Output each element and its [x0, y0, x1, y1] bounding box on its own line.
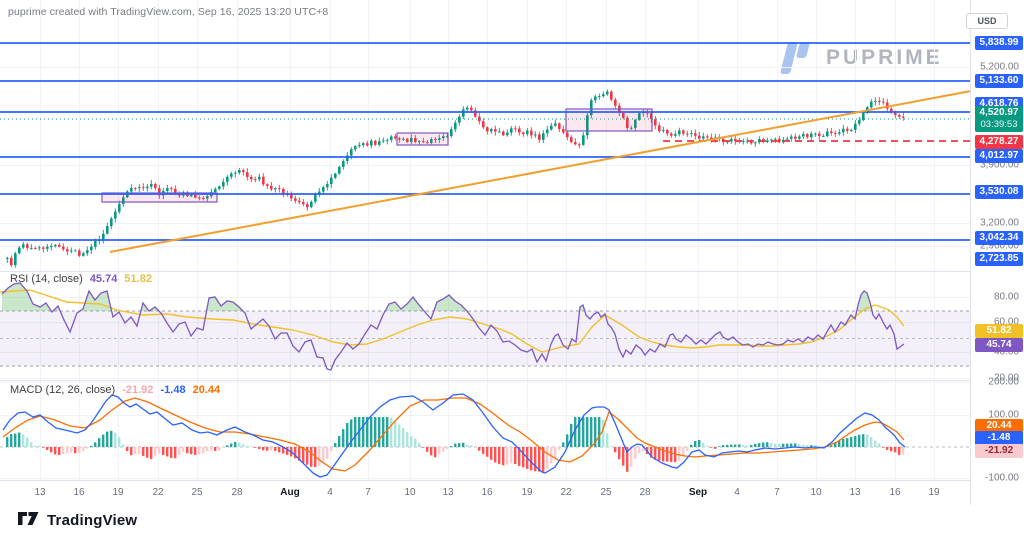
- time-tick-label: 28: [231, 487, 243, 498]
- rsi-ma-line: [0, 289, 905, 353]
- time-tick-label: 10: [810, 487, 822, 498]
- time-tick-label: 16: [73, 487, 85, 498]
- puprime-watermark-text: PUPRIME: [826, 46, 943, 69]
- price-badge: 3,042.34: [975, 231, 1023, 245]
- macd-hist-value: -21.92: [122, 384, 154, 396]
- highlight-box[interactable]: [101, 192, 218, 203]
- time-tick-label: 7: [365, 487, 371, 498]
- macd-tick-label: 100.00: [988, 409, 1019, 421]
- rsi-line: [1, 282, 905, 371]
- time-tick-label: 25: [191, 487, 203, 498]
- rsi-pane[interactable]: [0, 282, 970, 371]
- time-tick-label: 19: [928, 487, 940, 498]
- price-badge: 20.44: [975, 419, 1023, 433]
- macd-pane[interactable]: [0, 393, 970, 478]
- macd-tick-label: -100.00: [985, 472, 1019, 484]
- macd-value: -1.48: [160, 384, 186, 396]
- time-tick-label: 4: [327, 487, 333, 498]
- rsi-tick-label: 40.00: [993, 346, 1019, 358]
- rsi-legend-title: RSI (14, close): [10, 273, 83, 285]
- rsi-legend[interactable]: RSI (14, close) 45.74 51.82: [10, 273, 152, 285]
- price-badge: -21.92: [975, 444, 1023, 458]
- price-badge: 45.74: [975, 338, 1023, 352]
- time-tick-label: 13: [849, 487, 861, 498]
- macd-legend-title: MACD (12, 26, close): [10, 384, 116, 396]
- rsi-tick-label: 20.00: [993, 372, 1019, 384]
- time-tick-label: 13: [34, 487, 46, 498]
- rsi-tick-label: 80.00: [993, 291, 1019, 303]
- rsi-tick-label: 60.00: [993, 316, 1019, 328]
- macd-signal-line: [2, 397, 905, 472]
- tradingview-logo-icon: [18, 512, 39, 525]
- time-tick-label: 16: [889, 487, 901, 498]
- highlight-box[interactable]: [396, 132, 449, 146]
- price-badge: 4,012.97: [975, 149, 1023, 163]
- time-tick-label: 10: [404, 487, 416, 498]
- time-axis[interactable]: 13 16 19 22 25 28 Aug 4 7 10 13 16 19 22 25 28 Sep 4 7 10 13…: [0, 481, 970, 505]
- price-tick-label: 3,200.00: [980, 217, 1019, 229]
- candles: [6, 89, 905, 268]
- tradingview-brand-text: TradingView: [47, 511, 138, 529]
- rsi-value: 45.74: [89, 273, 118, 285]
- rsi-ma-value: 51.82: [124, 273, 152, 285]
- time-tick-month: Aug: [280, 487, 300, 498]
- price-badge: 3,530.08: [975, 185, 1023, 199]
- price-badge: -1.48: [975, 431, 1023, 445]
- price-badge: 51.82: [975, 324, 1023, 338]
- time-tick-label: 22: [152, 487, 164, 498]
- price-tick-label: 5,200.00: [980, 61, 1019, 73]
- time-tick-label: 7: [774, 487, 780, 498]
- time-tick-label: 16: [481, 487, 493, 498]
- tradingview-link[interactable]: TradingView: [18, 511, 137, 529]
- price-badge: 5,838.99: [975, 36, 1023, 50]
- time-tick-label: 25: [600, 487, 612, 498]
- price-tick-label: 2,960.00: [980, 240, 1019, 252]
- time-tick-label: 28: [639, 487, 651, 498]
- price-badge: 2,723.85: [975, 252, 1023, 266]
- time-tick-month: Sep: [688, 487, 708, 498]
- time-tick-label: 4: [734, 487, 740, 498]
- price-axis[interactable]: 5,200.00 3,900.00 3,200.00 2,960.00 80.00 60.…: [970, 0, 1024, 505]
- price-badge: 5,133.60: [975, 74, 1023, 88]
- time-tick-label: 19: [112, 487, 124, 498]
- time-tick-label: 19: [521, 487, 533, 498]
- macd-signal-value: 20.44: [192, 384, 221, 396]
- attribution-text: puprime created with TradingView.com, Se…: [8, 6, 329, 18]
- time-tick-label: 22: [560, 487, 572, 498]
- macd-line: [2, 393, 906, 478]
- price-badge: 4,278.27: [975, 135, 1023, 149]
- macd-histogram: [6, 417, 905, 472]
- macd-legend[interactable]: MACD (12, 26, close) -21.92 -1.48 20.44: [10, 384, 220, 396]
- time-tick-label: 13: [442, 487, 454, 498]
- countdown-timer: 03:39:53: [980, 119, 1018, 130]
- current-price-badge: 4,520.97 03:39:53: [975, 106, 1023, 132]
- main-pane[interactable]: [0, 42, 971, 268]
- puprime-watermark: PUPRIME: [780, 40, 943, 76]
- trend-line[interactable]: [109, 90, 971, 253]
- highlight-box[interactable]: [565, 108, 653, 132]
- price-tick-label: 3,900.00: [980, 159, 1019, 171]
- macd-tick-label: 200.00: [988, 376, 1019, 388]
- usd-button[interactable]: USD: [966, 13, 1008, 29]
